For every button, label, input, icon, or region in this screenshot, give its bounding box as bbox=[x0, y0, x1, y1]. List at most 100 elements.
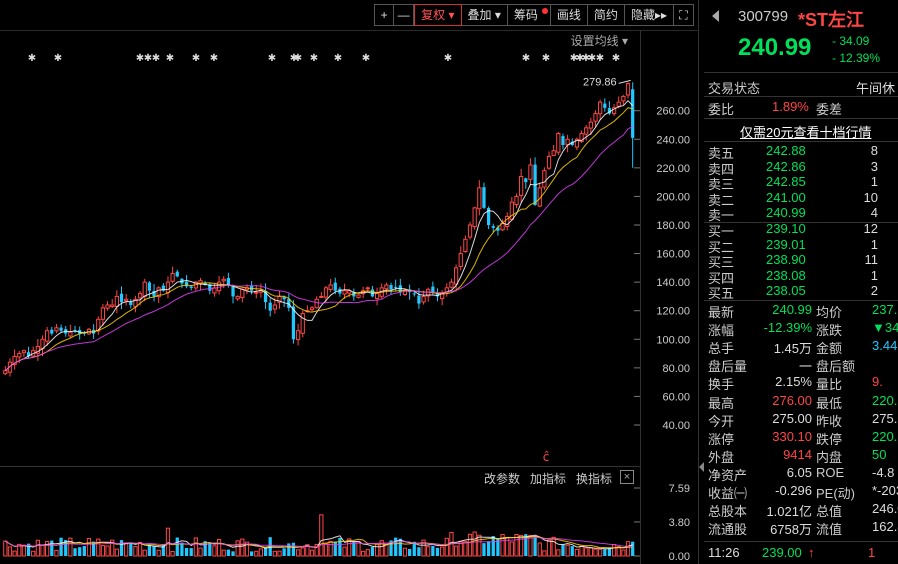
volume-bar bbox=[514, 534, 519, 557]
asks-row[interactable]: 卖三 242.85 1 bbox=[704, 174, 898, 192]
candle-body bbox=[616, 101, 621, 107]
volume-bar bbox=[175, 537, 179, 556]
candle-body bbox=[453, 267, 459, 285]
stat-label: 净资产 bbox=[708, 467, 748, 483]
chip-label: 筹码 bbox=[513, 8, 538, 22]
close-indicator-icon[interactable]: × bbox=[620, 470, 634, 484]
change-amount: - 34.09 bbox=[832, 34, 870, 48]
stat-value: 9414 bbox=[783, 446, 812, 462]
zoom-out-button[interactable]: — bbox=[394, 4, 415, 26]
bids-volume: 1 bbox=[870, 236, 878, 252]
draw-line-button[interactable]: 画线 bbox=[550, 4, 588, 26]
stat-label: 涨跌 bbox=[816, 323, 843, 339]
asks-row[interactable]: 卖二 241.00 10 bbox=[704, 190, 898, 208]
ma-setting-dropdown[interactable]: 设置均线 ▾ bbox=[571, 32, 628, 49]
divider bbox=[704, 96, 898, 97]
candle-body bbox=[175, 271, 179, 277]
stat-label: 最高 bbox=[708, 395, 735, 411]
candle-body bbox=[496, 227, 500, 231]
candle-body bbox=[73, 329, 77, 331]
volume-bar bbox=[528, 534, 533, 557]
quote-panel: 300799 *ST左江 240.99 - 34.09 - 12.39% 交易状… bbox=[704, 0, 898, 564]
modify-params-button[interactable]: 改参数 bbox=[484, 472, 521, 486]
stat-value: *-203. bbox=[872, 483, 898, 498]
asks-row[interactable]: 卖一 240.99 4 bbox=[704, 205, 898, 223]
candle-body bbox=[165, 281, 171, 294]
chip-button[interactable]: 筹码 bbox=[507, 4, 551, 26]
event-marker-icon: ✱ bbox=[576, 53, 584, 64]
prev-stock-arrow-icon[interactable] bbox=[712, 10, 719, 22]
candle-body bbox=[524, 178, 528, 183]
candle-body bbox=[240, 288, 245, 299]
volume-bar bbox=[105, 545, 110, 557]
change-percent: - 12.39% bbox=[832, 51, 881, 65]
ten-level-link[interactable]: 仅需20元查看十档行情 bbox=[740, 125, 872, 140]
volume-bar bbox=[500, 533, 505, 557]
volume-ma-line bbox=[5, 536, 633, 548]
switch-indicator-button[interactable]: 换指标 bbox=[576, 472, 613, 486]
price-tick-label: 260.00 bbox=[656, 106, 690, 118]
volume-bar bbox=[542, 550, 547, 557]
volume-bar bbox=[435, 547, 440, 556]
stat-value: 276.00 bbox=[772, 392, 812, 408]
bids-level-label: 买五 bbox=[708, 286, 735, 301]
asks-volume: 8 bbox=[870, 143, 878, 158]
candle-body bbox=[598, 101, 603, 115]
volume-bar bbox=[394, 537, 398, 556]
candle-body bbox=[603, 103, 607, 108]
bids-row[interactable]: 买三 238.90 11 bbox=[704, 252, 898, 270]
event-marker-icon: ✱ bbox=[136, 53, 144, 64]
divider bbox=[704, 141, 898, 142]
ma-line bbox=[4, 125, 633, 372]
candle-body bbox=[579, 133, 584, 142]
bids-row[interactable]: 买五 238.05 2 bbox=[704, 283, 898, 301]
stock-code: 300799 bbox=[738, 8, 789, 25]
asks-row[interactable]: 卖五 242.88 8 bbox=[704, 143, 898, 161]
bids-row[interactable]: 买四 238.08 1 bbox=[704, 268, 898, 286]
volume-bar bbox=[133, 546, 138, 557]
volume-bar bbox=[431, 545, 435, 556]
event-marker-icon: ✱ bbox=[596, 53, 604, 64]
candle-body bbox=[3, 370, 8, 375]
zoom-in-button[interactable]: + bbox=[374, 4, 395, 26]
volume-bar bbox=[180, 542, 184, 556]
bids-row[interactable]: 买二 239.01 1 bbox=[704, 236, 898, 255]
candle-body bbox=[235, 295, 240, 300]
overlay-dropdown[interactable]: 叠加 ▾ bbox=[461, 4, 508, 26]
bids-row[interactable]: 买一 239.10 12 bbox=[704, 221, 898, 239]
collapse-arrow-icon[interactable] bbox=[699, 462, 704, 472]
kline-chart-area[interactable]: 260.00 240.00 220.00 200.00 180.00 160.00 140.… bbox=[0, 0, 698, 564]
candle-body bbox=[142, 281, 147, 297]
bids-volume: 2 bbox=[870, 283, 878, 298]
volume-bar bbox=[3, 540, 8, 557]
candle-body bbox=[45, 330, 50, 342]
simple-mode-button[interactable]: 简约 bbox=[587, 4, 625, 26]
candle-body bbox=[26, 352, 31, 357]
candle-body bbox=[152, 290, 156, 297]
volume-bar bbox=[129, 543, 133, 556]
event-marker-icon: ✱ bbox=[310, 53, 318, 64]
expand-icon[interactable]: ⛶ bbox=[674, 4, 694, 26]
candle-body bbox=[356, 294, 361, 298]
volume-bar bbox=[21, 544, 27, 557]
volume-bar bbox=[407, 549, 412, 556]
indicator-toolbar: 改参数 加指标 换指标 × bbox=[0, 466, 640, 488]
candle-body bbox=[203, 282, 207, 285]
panel-separator[interactable] bbox=[698, 0, 704, 564]
asks-row[interactable]: 卖四 242.86 3 bbox=[704, 159, 898, 177]
stat-row: 换手 2.15% 量比 9. bbox=[704, 374, 898, 392]
fuquan-dropdown[interactable]: 复权 ▾ bbox=[414, 4, 462, 26]
stat-value: -4.8 bbox=[872, 464, 895, 480]
volume-bar bbox=[50, 540, 54, 556]
chevron-down-icon: ▾ bbox=[621, 34, 628, 48]
event-marker-icon: ✱ bbox=[542, 53, 550, 64]
volume-bar bbox=[533, 536, 537, 556]
hide-button[interactable]: 隐藏▸▸ bbox=[624, 4, 674, 26]
kline-chart[interactable]: 260.00 240.00 220.00 200.00 180.00 160.00 140.… bbox=[0, 0, 698, 564]
volume-bar bbox=[221, 549, 226, 557]
add-indicator-button[interactable]: 加指标 bbox=[530, 472, 567, 486]
special-marker-icon: ĉ bbox=[543, 450, 550, 464]
candle-body bbox=[342, 290, 347, 295]
volume-bar bbox=[152, 546, 156, 556]
stat-label: PE(动) bbox=[816, 486, 856, 501]
